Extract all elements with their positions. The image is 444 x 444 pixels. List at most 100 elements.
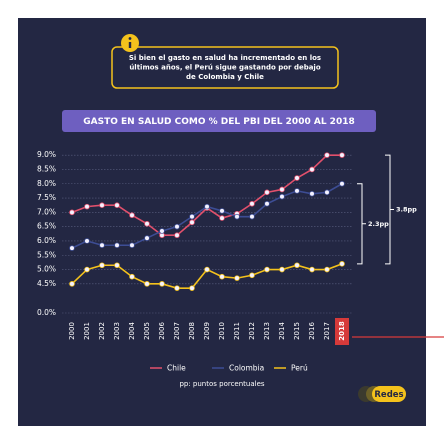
point: [309, 190, 315, 197]
point: [114, 202, 120, 209]
legend-label: Colombia: [229, 364, 264, 373]
x-tick-label: 2018: [338, 321, 346, 341]
point: [144, 235, 150, 241]
point: [99, 202, 105, 209]
note-box: [111, 46, 339, 89]
point: [339, 152, 345, 158]
y-tick-label: 8.5%: [37, 164, 56, 173]
note-line: Si bien el gasto en salud ha incrementad…: [129, 54, 321, 62]
bracket: [357, 183, 366, 265]
point: [99, 262, 105, 269]
point: [309, 266, 315, 273]
point: [249, 213, 255, 220]
x-tick-label: 2016: [308, 322, 316, 340]
x-tick-label: 2015: [293, 322, 301, 340]
annotation: 2.3pp: [368, 220, 389, 228]
point: [84, 238, 90, 244]
brand-badge: [372, 386, 406, 402]
x-tick-label: 2011: [233, 322, 241, 340]
chart-title: GASTO EN SALUD COMO % DEL PBI DEL 2000 A…: [83, 117, 354, 127]
point: [309, 166, 315, 173]
point: [159, 228, 165, 234]
point: [264, 189, 270, 196]
point: [69, 245, 75, 251]
point: [219, 215, 225, 221]
point: [114, 262, 120, 269]
point: [279, 186, 285, 193]
point: [249, 200, 255, 207]
x-tick-label: 2001: [83, 322, 91, 340]
legend-label: Chile: [167, 364, 186, 373]
x-tick-label: 2008: [188, 322, 196, 340]
point: [69, 209, 75, 216]
y-tick-label: 6.0%: [37, 236, 56, 245]
x-tick-label: 2006: [158, 322, 166, 340]
point: [339, 180, 345, 187]
point: [264, 200, 270, 207]
point: [84, 266, 90, 273]
y-tick-label: 4.5%: [37, 279, 56, 288]
point: [99, 242, 105, 249]
point: [339, 261, 345, 267]
x-tick-label: 2002: [98, 322, 106, 340]
point: [219, 208, 225, 214]
title-box: [62, 110, 376, 132]
y-tick-label: 5.0%: [37, 265, 56, 274]
y-tick-label: 6.5%: [37, 222, 56, 231]
point: [114, 242, 120, 249]
point: [294, 188, 300, 194]
bracket: [385, 154, 394, 265]
point: [264, 266, 270, 273]
y-tick-label: 5.5%: [37, 250, 56, 259]
y-tick-label: 8.0%: [37, 179, 56, 188]
point: [249, 272, 255, 279]
point: [204, 203, 210, 210]
point: [129, 273, 135, 280]
point: [204, 266, 210, 273]
point: [279, 266, 285, 273]
y-tick-label: 7.5%: [37, 193, 56, 202]
point: [189, 285, 195, 291]
x-tick-label: 2003: [113, 322, 121, 340]
x-tick-label: 2013: [263, 322, 271, 340]
point: [174, 285, 180, 291]
highlight-box: [335, 318, 349, 345]
x-tick-label: 2005: [143, 322, 151, 340]
point: [294, 262, 300, 269]
point: [324, 152, 330, 158]
panel: [18, 18, 426, 426]
point: [189, 213, 195, 220]
x-tick-label: 2014: [278, 322, 286, 340]
point: [159, 281, 165, 287]
point: [324, 266, 330, 273]
point: [69, 281, 75, 287]
x-tick-label: 2017: [323, 322, 331, 340]
point: [144, 220, 150, 227]
note-line: de Colombia y Chile: [186, 73, 264, 81]
y-tick-label: 7.0%: [37, 207, 56, 216]
brand: Redes: [374, 390, 403, 400]
point: [129, 242, 135, 249]
info-icon-bar: [128, 42, 132, 48]
annotation: 3.8pp: [396, 205, 417, 213]
y-tick-label: 9.0%: [37, 150, 56, 159]
point: [294, 175, 300, 181]
y-tick-label: 0.0%: [37, 308, 56, 317]
point: [189, 219, 195, 226]
point: [84, 203, 90, 210]
point: [174, 223, 180, 230]
note-line: últimos años, el Perú sigue gastando por…: [129, 64, 321, 72]
x-tick-label: 2009: [203, 322, 211, 340]
legend-label: Perú: [291, 364, 308, 373]
point: [279, 193, 285, 200]
point: [234, 275, 240, 281]
point: [219, 273, 225, 280]
point: [174, 232, 180, 239]
x-tick-label: 2004: [128, 322, 136, 340]
info-icon-dot: [128, 37, 132, 40]
point: [144, 281, 150, 287]
point: [324, 189, 330, 196]
point: [234, 213, 240, 220]
point: [129, 212, 135, 219]
